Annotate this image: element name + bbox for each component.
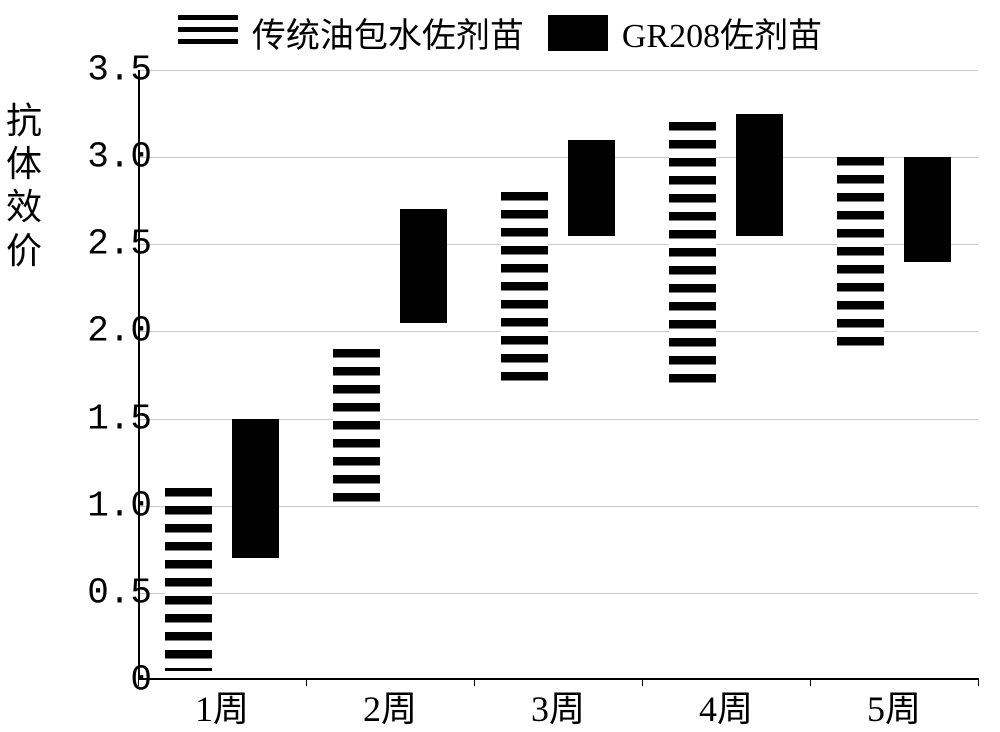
y-tick-label: 0	[32, 660, 152, 701]
legend-item-series2: GR208佐剂苗	[548, 8, 822, 57]
x-tick	[978, 678, 979, 686]
bar-s1	[333, 349, 380, 506]
legend-label-series1: 传统油包水佐剂苗	[252, 8, 524, 57]
plot-area: 1周2周3周4周5周	[138, 70, 978, 680]
y-tick-label: 2.5	[32, 224, 152, 265]
legend-item-series1: 传统油包水佐剂苗	[178, 8, 524, 57]
x-category-label: 5周	[844, 680, 944, 732]
bar-s1	[837, 157, 884, 349]
bar-s1	[501, 192, 548, 384]
bar-s1	[669, 122, 716, 392]
y-tick-label: 0.5	[32, 572, 152, 613]
legend-swatch-solid	[548, 15, 608, 51]
x-category-label: 1周	[172, 680, 272, 732]
bars-layer	[138, 70, 978, 680]
x-category-label: 4周	[676, 680, 776, 732]
y-tick-label: 2.0	[32, 311, 152, 352]
bar-s2	[736, 114, 783, 236]
legend-label-series2: GR208佐剂苗	[622, 8, 822, 57]
x-category-label: 2周	[340, 680, 440, 732]
bar-s2	[232, 419, 279, 558]
legend-swatch-hatched	[178, 15, 238, 51]
chart-container: 传统油包水佐剂苗 GR208佐剂苗 抗 体 效 价 1周2周3周4周5周 00.…	[0, 0, 1000, 729]
y-tick-label: 1.5	[32, 398, 152, 439]
bar-s2	[904, 157, 951, 262]
bar-s1	[165, 488, 212, 671]
bar-s2	[400, 209, 447, 322]
x-category-label: 3周	[508, 680, 608, 732]
y-tick-label: 1.0	[32, 485, 152, 526]
y-tick-label: 3.5	[32, 50, 152, 91]
y-tick-label: 3.0	[32, 137, 152, 178]
bar-s2	[568, 140, 615, 236]
